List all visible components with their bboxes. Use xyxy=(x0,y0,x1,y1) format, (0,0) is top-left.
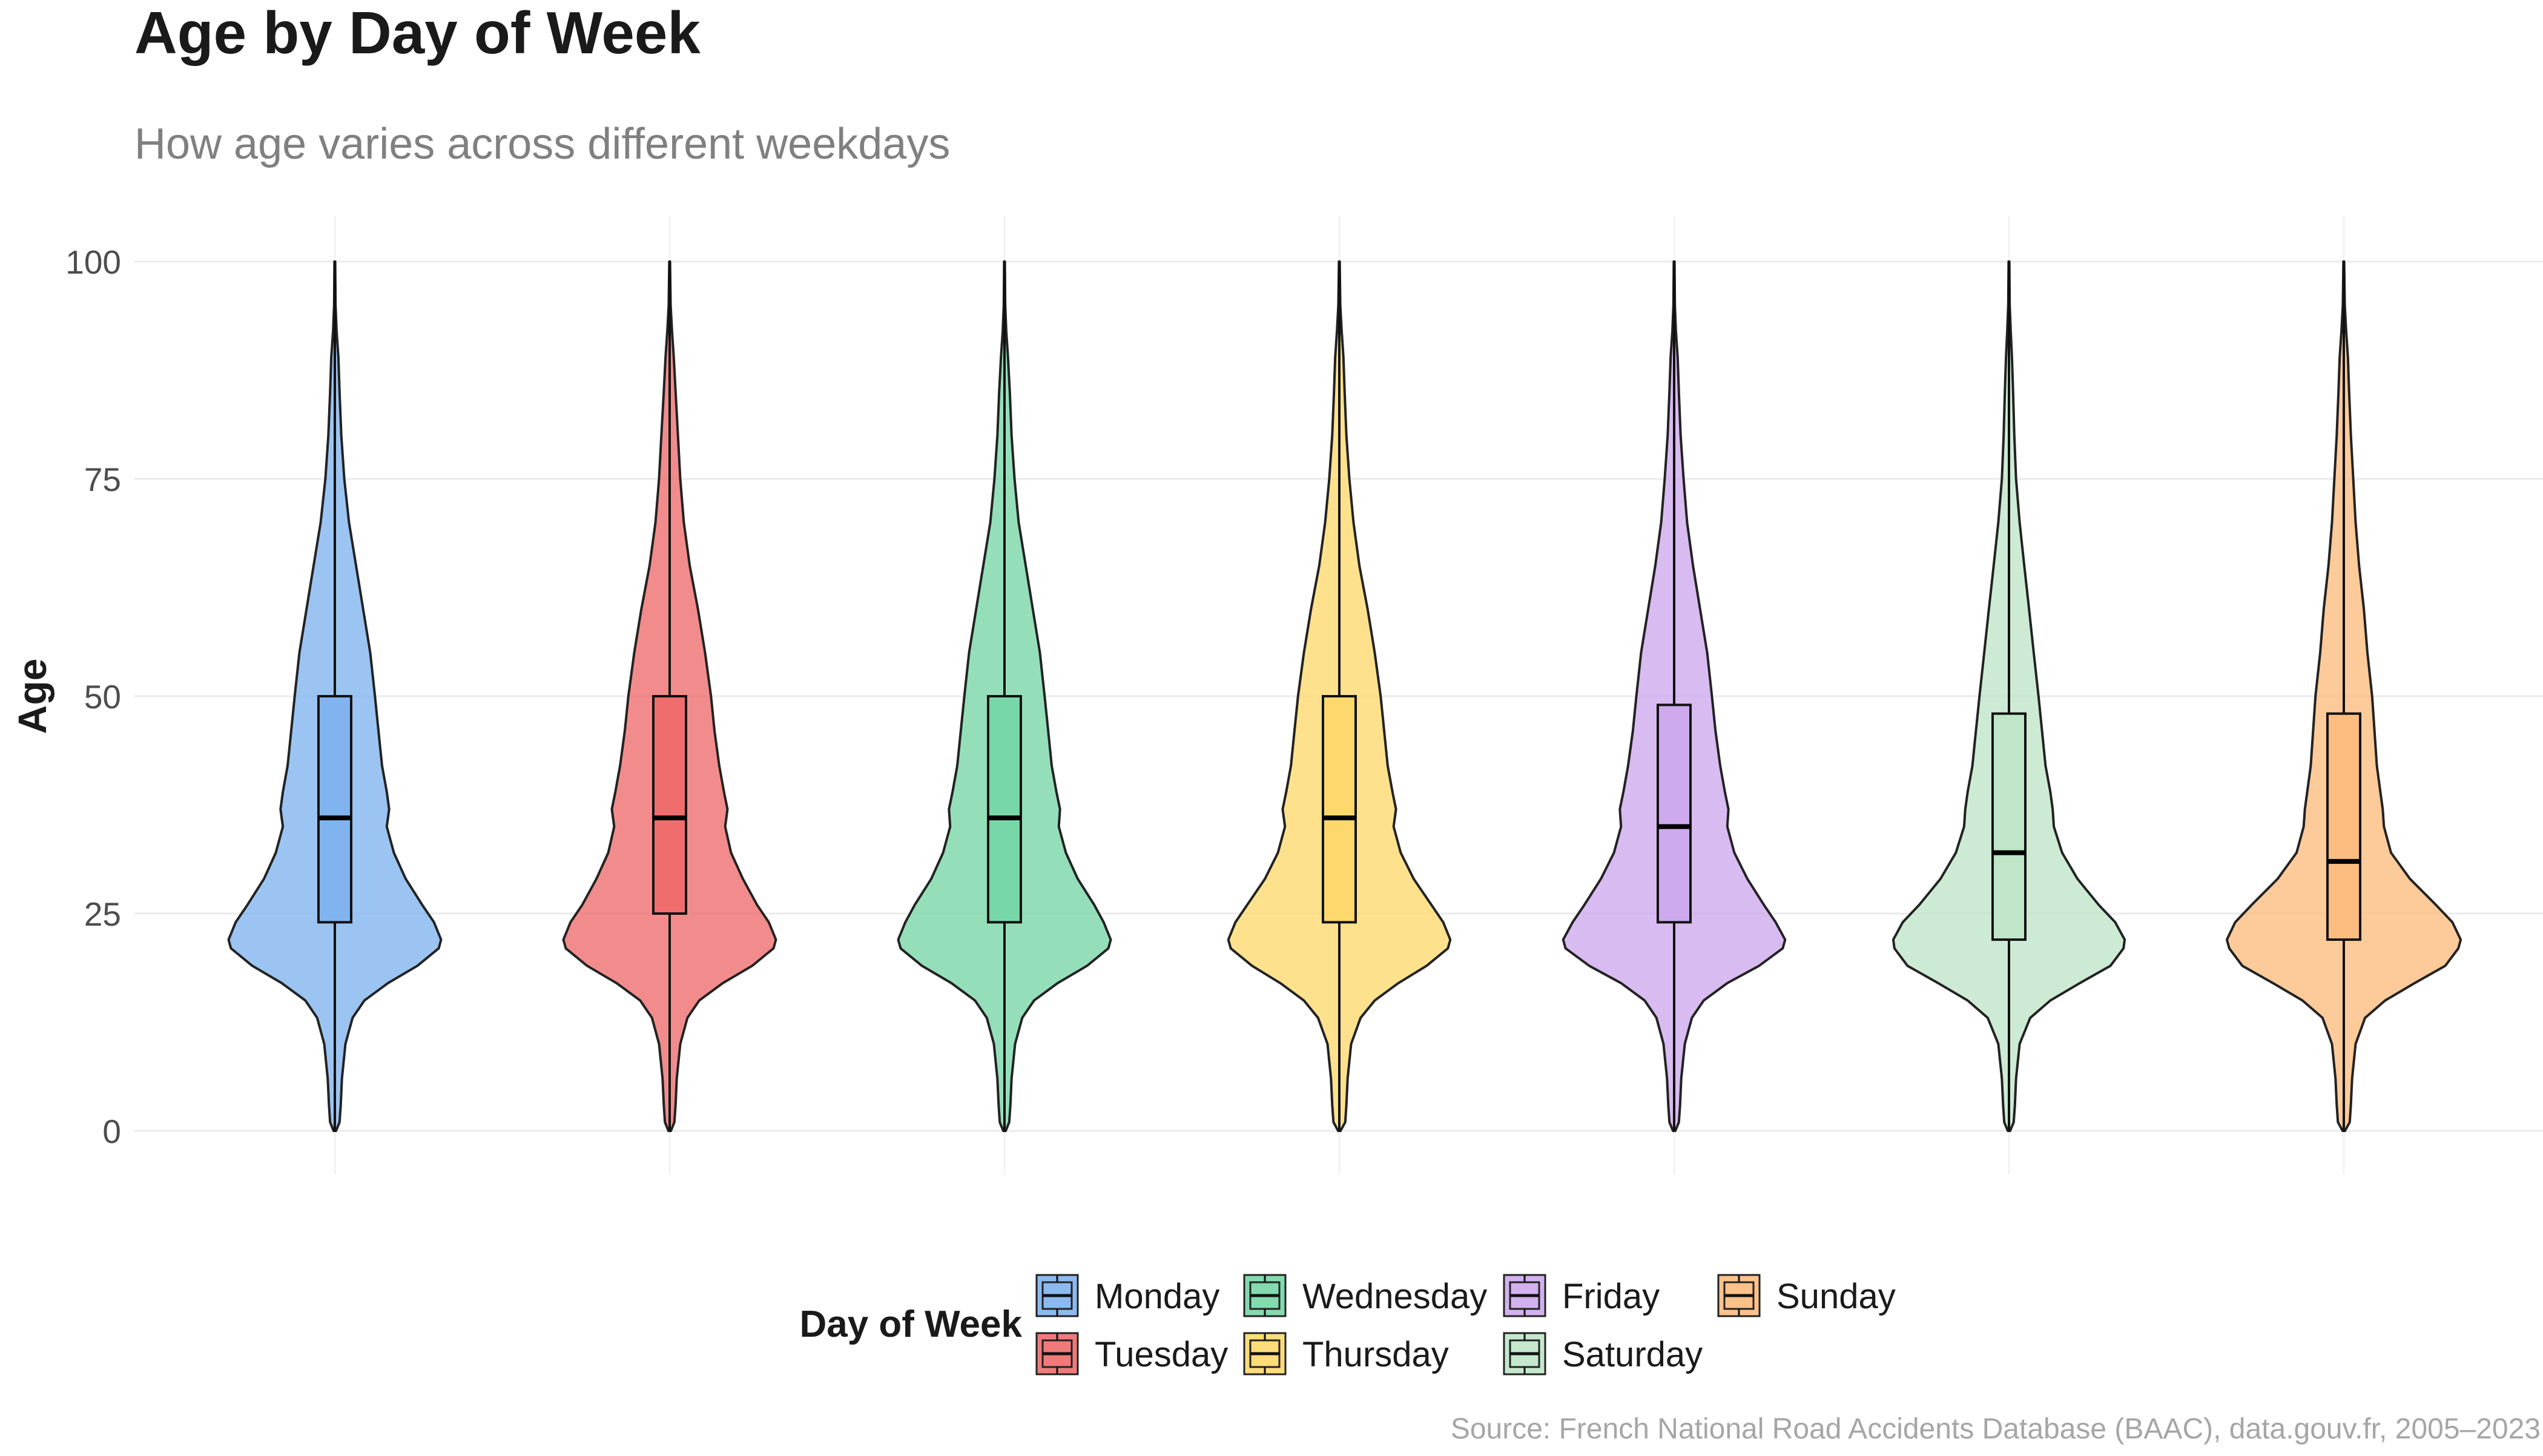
chart-caption: Source: French National Road Accidents D… xyxy=(1451,1413,2541,1445)
violin-thursday xyxy=(1227,260,1452,1132)
legend: Day of Week Monday Tuesday Wednesday Thursd… xyxy=(799,1274,1896,1375)
legend-item-wednesday: Wednesday xyxy=(1243,1274,1487,1317)
box-iqr-thursday xyxy=(1322,695,1357,924)
box-iqr-sunday xyxy=(2326,712,2361,941)
chart-subtitle: How age varies across different weekdays xyxy=(134,120,950,168)
violin-saturday xyxy=(1892,260,2126,1132)
legend-label: Tuesday xyxy=(1095,1335,1228,1374)
y-tick-label: 0 xyxy=(102,1113,121,1150)
legend-item-saturday: Saturday xyxy=(1503,1332,1703,1375)
violin-tuesday xyxy=(562,260,777,1132)
box-iqr-saturday xyxy=(1991,712,2027,941)
y-axis-ticks: 0 25 50 75 100 xyxy=(65,243,121,1150)
legend-label: Thursday xyxy=(1302,1335,1449,1374)
legend-label: Monday xyxy=(1095,1277,1219,1316)
box-iqr-wednesday xyxy=(987,695,1022,924)
legend-title: Day of Week xyxy=(799,1303,1022,1345)
y-tick-label: 100 xyxy=(65,243,121,281)
violin-monday xyxy=(227,260,443,1132)
violin-wednesday xyxy=(897,260,1112,1132)
box-iqr-monday xyxy=(317,695,352,924)
legend-item-monday: Monday xyxy=(1035,1274,1219,1317)
y-axis-label: Age xyxy=(10,659,54,734)
legend-item-friday: Friday xyxy=(1503,1274,1660,1317)
y-tick-label: 50 xyxy=(84,678,121,716)
chart-title: Age by Day of Week xyxy=(134,0,701,66)
legend-label: Wednesday xyxy=(1302,1277,1487,1316)
legend-label: Sunday xyxy=(1776,1277,1896,1316)
legend-item-sunday: Sunday xyxy=(1717,1274,1896,1317)
legend-label: Saturday xyxy=(1562,1335,1703,1374)
legend-item-tuesday: Tuesday xyxy=(1035,1332,1228,1375)
y-tick-label: 75 xyxy=(84,461,121,498)
legend-label: Friday xyxy=(1562,1277,1660,1316)
violin-friday xyxy=(1562,260,1787,1132)
violins xyxy=(227,260,2462,1132)
y-tick-label: 25 xyxy=(84,895,121,933)
violin-sunday xyxy=(2225,260,2462,1132)
legend-item-thursday: Thursday xyxy=(1243,1332,1449,1375)
box-iqr-friday xyxy=(1657,703,1692,924)
box-iqr-tuesday xyxy=(652,695,687,915)
